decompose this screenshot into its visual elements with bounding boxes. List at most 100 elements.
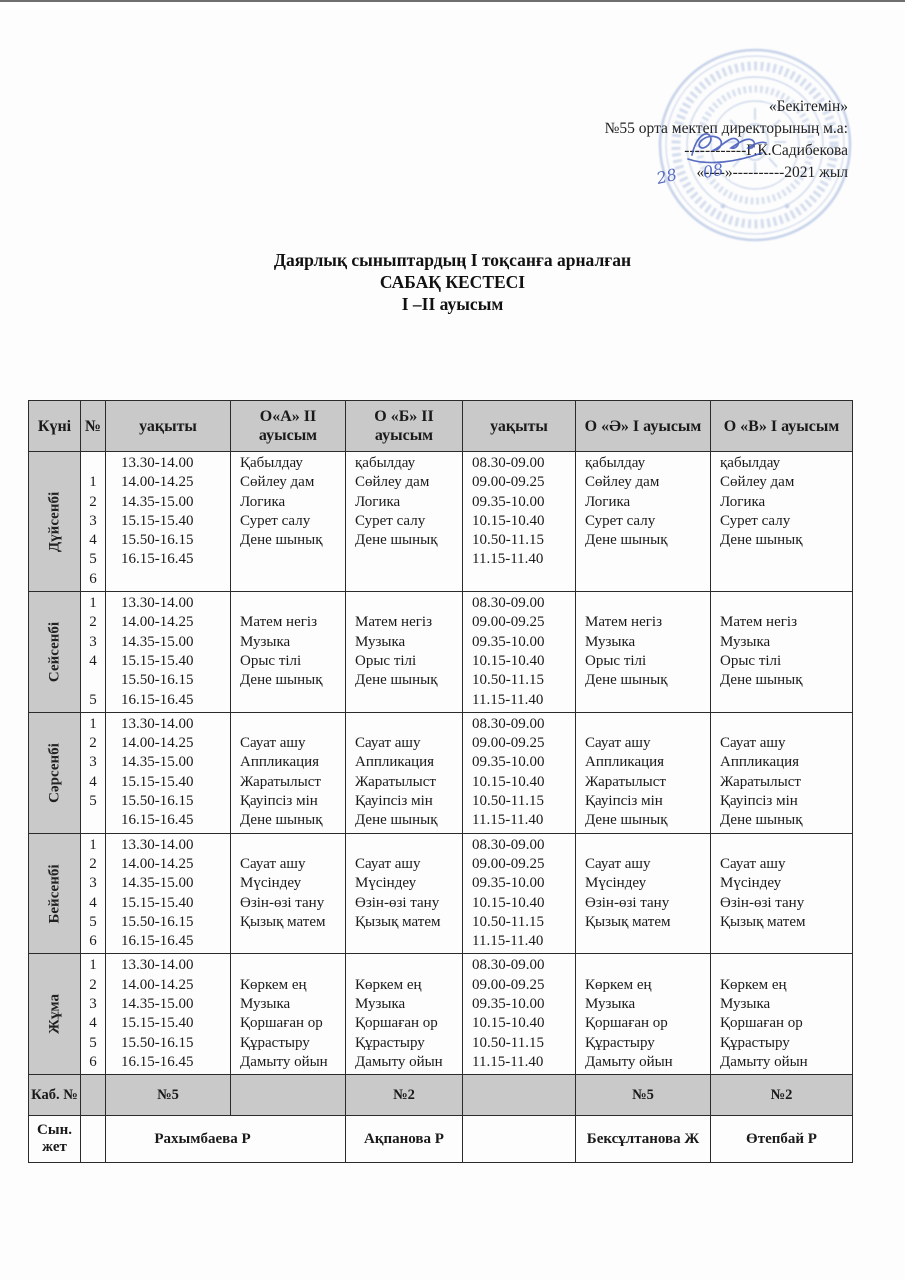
cell-line	[240, 836, 345, 855]
cell-line: Логика	[355, 493, 401, 510]
cell-line: Сауат ашу	[720, 735, 786, 752]
cell-line: 14.00-14.25	[121, 474, 194, 491]
cell-line: Сауат ашу	[240, 735, 306, 752]
subjects-class-0v-cell: Сауат ашу Аппликация Жаратылыст Қауіпсіз мі…	[710, 711, 853, 834]
day-row: Бейсенбі 1 2 3 4 5 6 13.30-14.00 14.00-14.25 14…	[28, 832, 853, 955]
cell-line: 13.30-14.00	[121, 715, 194, 732]
cell-line: 10.15-10.40	[472, 652, 545, 669]
cell-line: Логика	[720, 493, 766, 510]
teacher-0a: Рахымбаева Р	[105, 1115, 346, 1164]
cell-line: Қызық матем	[355, 913, 441, 930]
cell-line: 15.50-16.15	[121, 1034, 194, 1051]
cell-line: Музыка	[720, 996, 771, 1013]
cell-line: Дамыту ойын	[240, 1053, 328, 1070]
times-shift1-cell: 08.30-09.00 09.00-09.25 09.35-10.00 10.15-1…	[462, 591, 576, 713]
times-shift2-cell: 13.30-14.00 14.00-14.25 14.35-15.00 15.15-1…	[105, 450, 231, 593]
cell-line	[720, 594, 852, 613]
cell-line: 13.30-14.00	[121, 455, 194, 471]
cabinet-right-a2: №5	[575, 1074, 711, 1117]
period-numbers-cell: 1 2 3 4 5	[80, 591, 106, 713]
cell-line	[355, 594, 462, 613]
cell-line: Құрастыру	[355, 1034, 425, 1051]
cell-line: 10.15-10.40	[472, 894, 545, 911]
times-shift1-cell: 08.30-09.00 09.00-09.25 09.35-10.00 10.15-1…	[462, 450, 576, 593]
times-shift2-cell: 13.30-14.00 14.00-14.25 14.35-15.00 15.15-1…	[105, 953, 231, 1076]
cell-line: Құрастыру	[585, 1034, 655, 1051]
cell-line: Жаратылыст	[240, 773, 321, 790]
subjects-class-0a2-cell: Көркем ең Музыка Қоршаған ор Құрастыру Дамыт…	[575, 953, 711, 1076]
cell-line: Өзін-өзі тану	[240, 894, 325, 911]
cell-line: 16.15-16.45	[121, 812, 194, 829]
cell-line: Жаратылыст	[720, 773, 801, 790]
document-title: Даярлық сыныптардың І тоқсанға арналған …	[0, 249, 905, 315]
cell-line	[585, 956, 710, 975]
teacher-empty-time	[462, 1115, 576, 1164]
subjects-class-0b-cell: Сауат ашу Аппликация Жаратылыст Қауіпсіз мі…	[345, 711, 463, 834]
cell-line: Дене шынық	[585, 812, 668, 829]
cell-line: 3	[89, 875, 97, 892]
cell-line: 08.30-09.00	[472, 836, 545, 853]
cell-line	[355, 715, 462, 734]
period-numbers-cell: 1 2 3 4 5 6	[80, 450, 106, 593]
period-numbers-cell: 1 2 3 4 5	[80, 711, 106, 834]
cell-line: 6	[89, 1053, 97, 1070]
cell-line: 2	[89, 614, 97, 631]
subjects-class-0a-cell: Қабылдау Сөйлеу дам Логика Сурет салу Дене ш…	[230, 450, 346, 593]
cell-line: 15.15-15.40	[121, 773, 194, 790]
cell-line: 11.15-11.40	[472, 812, 544, 829]
header-row: Күні № уақыты О«А» ІІ ауысым О «Б» ІІ ау…	[28, 400, 853, 452]
teacher-empty-num	[80, 1115, 106, 1164]
day-name-cell: Жұма	[28, 953, 81, 1076]
cell-line: 2	[89, 735, 97, 752]
cell-line: 10.50-11.15	[472, 672, 544, 689]
cell-line: 11.15-11.40	[472, 691, 544, 708]
cell-line: Сурет салу	[355, 512, 426, 529]
cell-line: Логика	[240, 493, 286, 510]
cell-line: 4	[89, 532, 97, 549]
cell-line: 15.50-16.15	[121, 672, 194, 689]
cell-line: 16.15-16.45	[121, 551, 194, 568]
day-name: Бейсенбі	[46, 864, 62, 924]
cell-line: Сауат ашу	[585, 735, 651, 752]
col-header-class-0a2: О «Ә» І ауысым	[575, 400, 711, 452]
cell-line: Сауат ашу	[355, 855, 421, 872]
subjects-class-0b-cell: қабылдау Сөйлеу дам Логика Сурет салу Дене ш…	[345, 450, 463, 593]
cell-line: Құрастыру	[240, 1034, 310, 1051]
cell-line: Дене шынық	[355, 532, 438, 549]
cell-line: 2	[89, 976, 97, 993]
cell-line	[355, 956, 462, 975]
cell-line: Дене шынық	[585, 532, 668, 549]
cell-line: Көркем ең	[720, 976, 787, 993]
cell-line: Көркем ең	[355, 976, 422, 993]
cell-line: Сауат ашу	[720, 855, 786, 872]
cell-line: Жаратылыст	[585, 773, 666, 790]
subjects-class-0b-cell: Көркем ең Музыка Қоршаған ор Құрастыру Дамыт…	[345, 953, 463, 1076]
cell-line: Орыс тілі	[240, 652, 302, 669]
cell-line: 1	[89, 474, 97, 491]
day-name-cell: Сәрсенбі	[28, 711, 81, 834]
cell-line: 09.35-10.00	[472, 754, 545, 771]
class-teacher-row: Сын. жет Рахымбаева Р Ақпанова Р Бексұлт…	[28, 1115, 853, 1164]
cell-line: 14.35-15.00	[121, 875, 194, 892]
cell-line: 15.15-15.40	[121, 894, 194, 911]
cell-line: Дене шынық	[355, 812, 438, 829]
teacher-0v: Өтепбай Р	[710, 1115, 853, 1164]
cell-line: 14.00-14.25	[121, 976, 194, 993]
day-row: Жұма 1 2 3 4 5 6 13.30-14.00 14.00-14.25 14.35-…	[28, 953, 853, 1076]
subjects-class-0a2-cell: қабылдау Сөйлеу дам Логика Сурет салу Дене ш…	[575, 450, 711, 593]
cell-line: Көркем ең	[585, 976, 652, 993]
cell-line	[585, 836, 710, 855]
cell-line: 3	[89, 996, 97, 1013]
cell-line: 10.15-10.40	[472, 1015, 545, 1032]
cell-line: 09.00-09.25	[472, 735, 545, 752]
cell-line: Қоршаған ор	[720, 1015, 803, 1032]
day-name-cell: Сейсенбі	[28, 591, 81, 713]
cell-line: Мүсіндеу	[355, 875, 417, 892]
cell-line: 1	[89, 595, 97, 612]
cell-line: 4	[89, 894, 97, 911]
cell-line: Қоршаған ор	[585, 1015, 668, 1032]
cell-line: 4	[89, 773, 97, 790]
subjects-class-0v-cell: қабылдау Сөйлеу дам Логика Сурет салу Дене ш…	[710, 450, 853, 593]
cell-line: 10.50-11.15	[472, 793, 544, 810]
